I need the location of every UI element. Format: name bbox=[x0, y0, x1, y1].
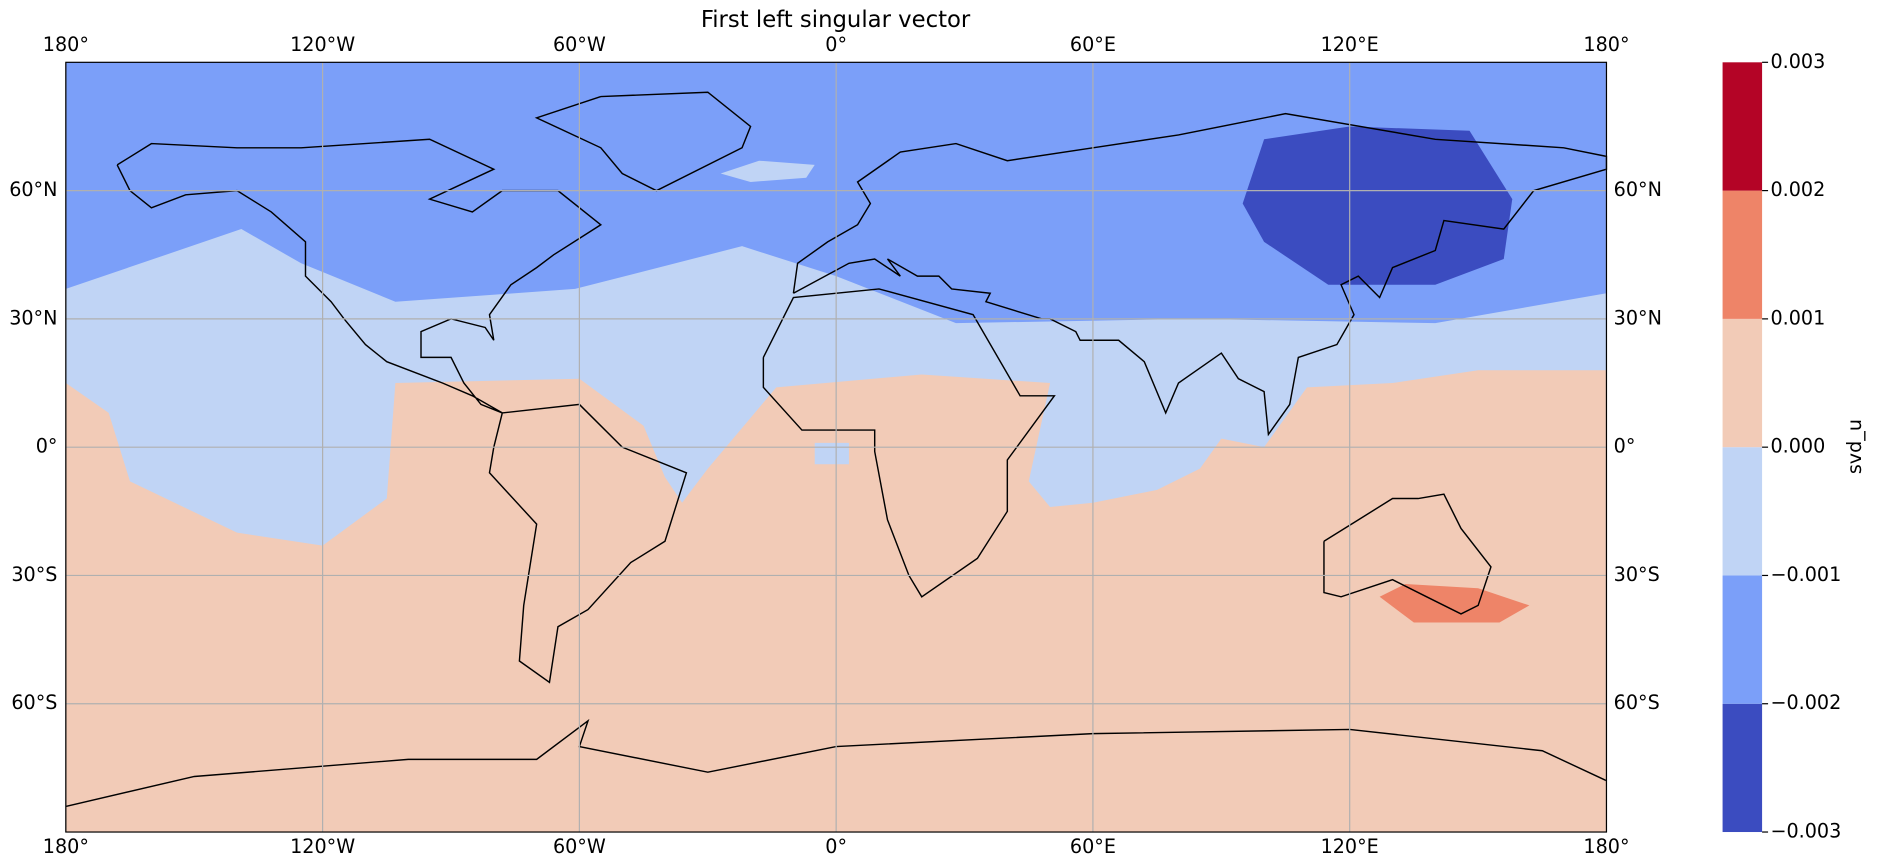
coastline bbox=[792, 112, 1608, 437]
colorbar-tick-label: −0.003 bbox=[1770, 820, 1841, 843]
x-tick-label: 180° bbox=[1583, 33, 1629, 56]
y-tick-label: 30°N bbox=[9, 306, 57, 329]
x-tick-label: 120°W bbox=[290, 33, 355, 56]
x-tick-label: 180° bbox=[43, 835, 89, 858]
field-region bbox=[720, 160, 815, 183]
x-tick-label: 180° bbox=[43, 33, 89, 56]
colorbar-tick-label: −0.001 bbox=[1770, 563, 1841, 586]
y-tick-label: 60°N bbox=[1614, 178, 1662, 201]
colorbar-tick-label: 0.000 bbox=[1770, 435, 1825, 458]
x-tick-label: 60°W bbox=[553, 33, 606, 56]
colorbar-tick-label: 0.003 bbox=[1770, 50, 1825, 73]
colorbar-bin bbox=[1722, 575, 1763, 704]
y-tick-label: 60°N bbox=[9, 178, 57, 201]
x-tick-label: 180° bbox=[1583, 835, 1629, 858]
field-region bbox=[1379, 583, 1530, 623]
colorbar-bin bbox=[1722, 447, 1763, 576]
x-tick-label: 120°E bbox=[1321, 835, 1379, 858]
x-tick-label: 0° bbox=[825, 33, 847, 56]
y-tick-label: 30°S bbox=[1614, 563, 1660, 586]
map-frame bbox=[65, 61, 1608, 833]
x-tick-label: 60°E bbox=[1070, 835, 1116, 858]
y-tick-label: 30°N bbox=[1614, 306, 1662, 329]
y-tick-label: 30°S bbox=[11, 563, 57, 586]
x-tick-label: 120°W bbox=[290, 835, 355, 858]
field-region bbox=[1242, 126, 1513, 285]
coastline bbox=[488, 403, 688, 684]
y-tick-label: 60°S bbox=[11, 691, 57, 714]
colorbar-tick-label: 0.002 bbox=[1770, 178, 1825, 201]
chart-title: First left singular vector bbox=[701, 7, 971, 33]
x-tick-label: 0° bbox=[825, 835, 847, 858]
x-tick-label: 60°W bbox=[553, 835, 606, 858]
colorbar-tick-label: 0.001 bbox=[1770, 306, 1825, 329]
coastline bbox=[65, 718, 1607, 808]
x-tick-label: 120°E bbox=[1321, 33, 1379, 56]
y-tick-label: 0° bbox=[1614, 435, 1636, 458]
field-region bbox=[814, 442, 849, 465]
colorbar-tick-label: −0.002 bbox=[1770, 691, 1841, 714]
y-tick-label: 0° bbox=[36, 435, 58, 458]
coastline bbox=[762, 288, 1056, 598]
x-tick-label: 60°E bbox=[1070, 33, 1116, 56]
colorbar-label: svd_u bbox=[1843, 419, 1866, 474]
colorbar-bin bbox=[1722, 318, 1763, 448]
colorbar-bin bbox=[1722, 62, 1763, 191]
coastline bbox=[116, 138, 603, 414]
colorbar-bin bbox=[1722, 703, 1763, 833]
colorbar-bin bbox=[1722, 190, 1763, 319]
y-tick-label: 60°S bbox=[1614, 691, 1660, 714]
